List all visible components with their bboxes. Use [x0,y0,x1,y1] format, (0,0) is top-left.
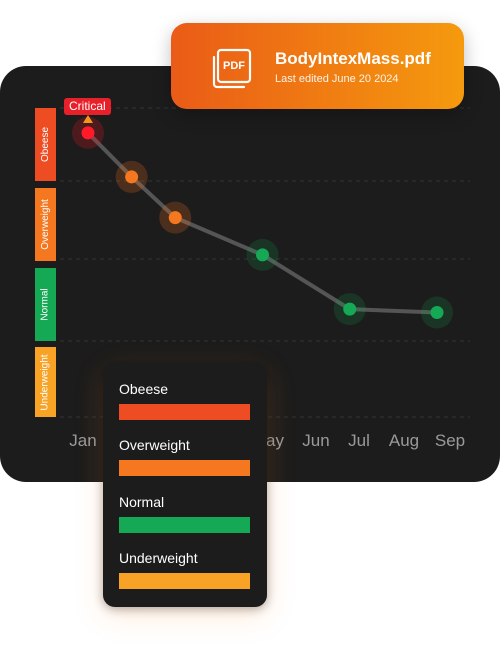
category-label-underweight: Underweight [40,353,51,411]
month-label-may: ay [266,431,284,450]
legend-popup: Obeese Overweight Normal Underweight [103,362,267,607]
file-name: BodyIntexMass.pdf [275,49,431,68]
critical-badge: Critical [64,98,111,115]
svg-text:PDF: PDF [223,60,245,72]
data-point-jan[interactable] [81,126,95,140]
legend-label-underweight: Underweight [119,550,198,566]
file-last-edited: Last edited June 20 2024 [275,73,399,85]
month-label-aug: Aug [388,431,420,450]
legend-label-normal: Normal [119,494,165,510]
category-bar-overweight: Overweight [35,188,56,261]
data-point-mar[interactable] [168,211,182,225]
month-label-jun: Jun [302,431,330,450]
legend-swatch-normal [119,517,250,533]
legend-label-overweight: Overweight [119,437,190,453]
category-label-obeese: Obeese [40,126,51,163]
category-bar-obeese: Obeese [35,108,56,181]
data-point-may[interactable] [256,248,269,262]
legend-swatch-underweight [119,573,250,589]
data-point-jul[interactable] [343,302,357,316]
critical-pointer-icon [83,115,93,123]
month-label-jan: Jan [69,431,97,450]
legend-item-overweight: Overweight [119,436,250,476]
legend-label-obeese: Obeese [119,381,169,397]
trend-line [86,131,438,315]
category-bar-underweight: Underweight [35,347,56,417]
category-bar-normal: Normal [35,268,56,341]
category-label-overweight: Overweight [40,199,52,250]
legend-swatch-overweight [119,460,250,476]
category-label-normal: Normal [40,288,52,321]
month-label-jul: Jul [348,431,370,450]
legend-item-obeese: Obeese [119,380,250,420]
file-card[interactable]: PDF BodyIntexMass.pdf Last edited June 2… [171,23,464,109]
legend-swatch-obeese [119,404,250,420]
legend-item-underweight: Underweight [119,549,250,589]
pdf-file-icon: PDF [212,48,252,89]
data-point-sep[interactable] [430,306,444,320]
data-point-feb[interactable] [125,170,139,184]
month-label-sep: Sep [434,431,466,450]
legend-item-normal: Normal [119,493,250,533]
